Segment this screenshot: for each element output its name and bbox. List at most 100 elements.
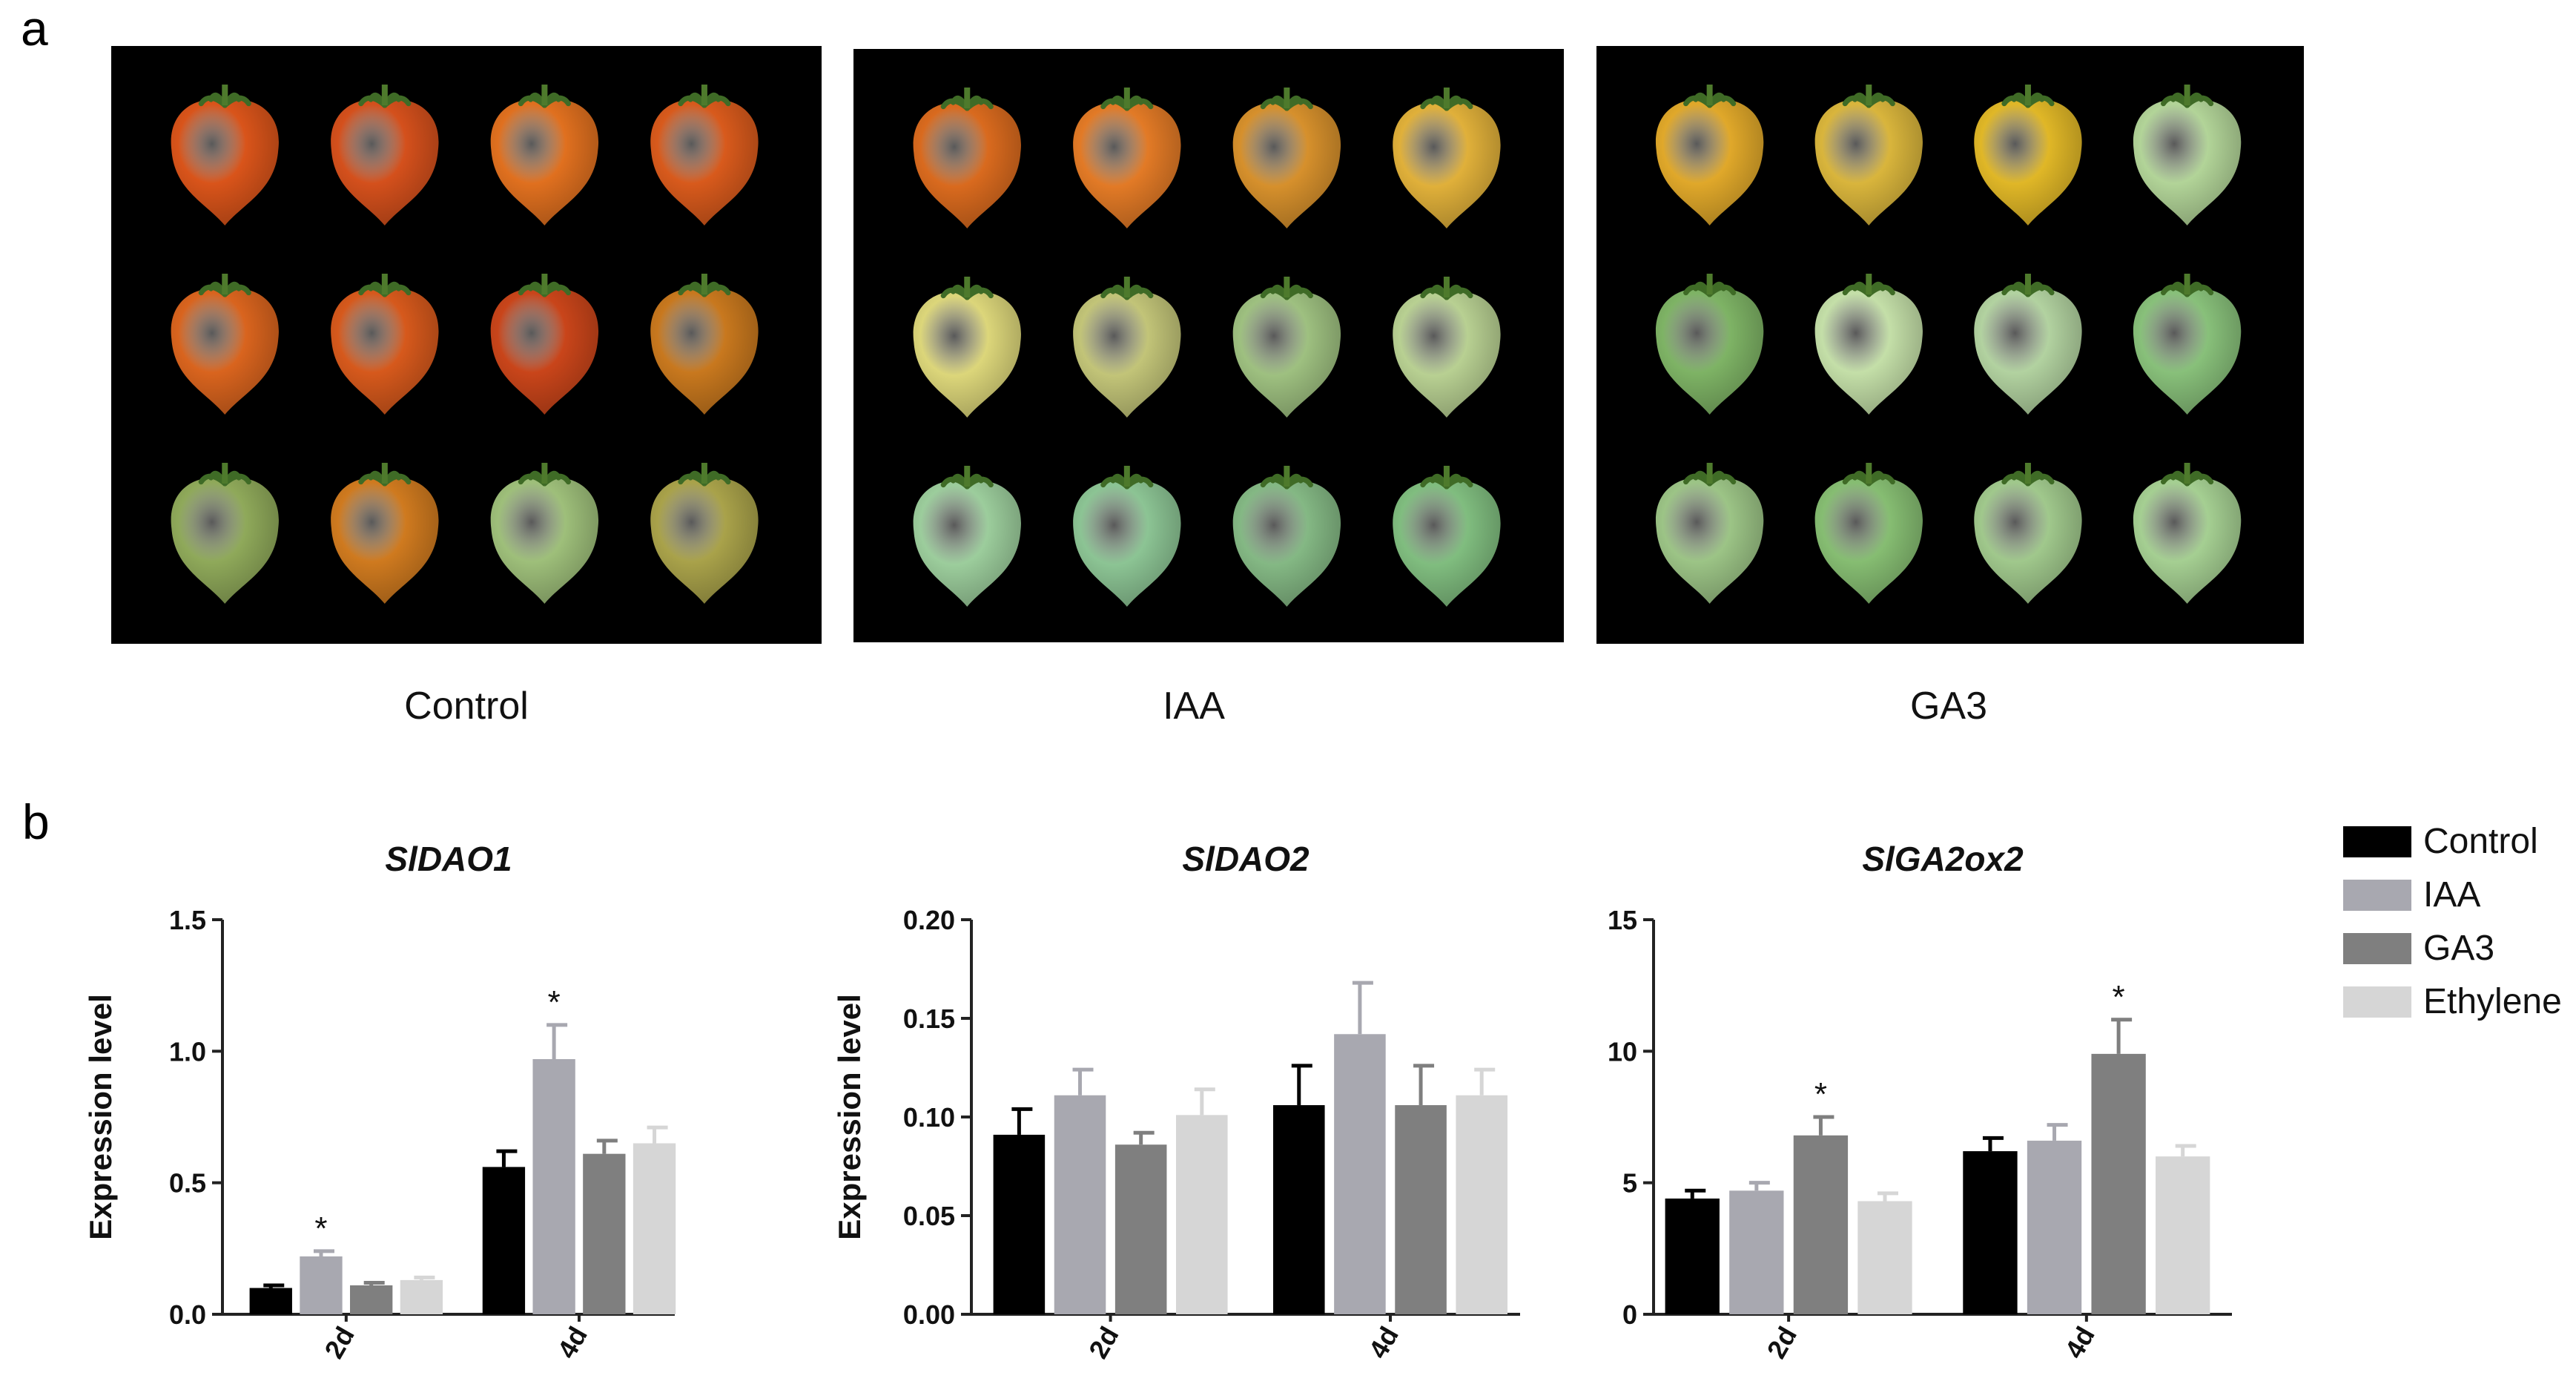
x-tick-label: 4d: [551, 1322, 593, 1364]
y-tick-label: 1.0: [169, 1036, 206, 1067]
tomato-fruit: [1655, 274, 1764, 415]
bar-control-4d: [1273, 1105, 1325, 1314]
tomato-fruit: [1232, 466, 1341, 607]
legend-swatch-ethylene: [2343, 986, 2411, 1018]
tomato-fruit: [171, 85, 279, 225]
chart-sldao2: SlDAO2 0.00 0.05 0.10 0.15 0.20 Expression lev…: [832, 840, 1520, 1364]
bar-ga3-2d: [350, 1285, 393, 1314]
tomato-fruit: [1073, 88, 1181, 228]
tomato-fruit: [2133, 85, 2242, 225]
y-tick-label: 1.5: [169, 905, 206, 935]
significance-mark: *: [1814, 1076, 1827, 1113]
bar-control-4d: [482, 1167, 526, 1314]
legend-label-ga3: GA3: [2423, 929, 2495, 968]
tomato-fruit: [490, 463, 599, 604]
legend-swatch-iaa: [2343, 880, 2411, 911]
bar-ga3-2d: [1114, 1144, 1167, 1314]
photo-label-ga3: GA3: [1909, 685, 1988, 728]
y-tick-label: 0.15: [903, 1004, 955, 1034]
photo-ga3: [1596, 46, 2304, 644]
photo-iaa: [853, 49, 1564, 642]
legend-swatch-ga3: [2343, 933, 2411, 964]
bar-iaa-4d: [1334, 1034, 1386, 1314]
legend-label-iaa: IAA: [2423, 875, 2481, 915]
y-tick-label: 5: [1622, 1168, 1637, 1199]
bar-ga3-4d: [583, 1153, 626, 1314]
significance-mark: *: [2113, 979, 2125, 1015]
tomato-fruit: [1393, 277, 1501, 418]
bar-control-2d: [993, 1134, 1046, 1314]
tomato-fruit: [650, 85, 759, 225]
tomato-fruit: [171, 463, 279, 604]
y-tick-label: 10: [1608, 1036, 1637, 1067]
panel-b-letter: b: [22, 794, 50, 849]
tomato-fruit: [1655, 463, 1764, 604]
legend-swatch-control: [2343, 826, 2411, 857]
photo-control-fruits: [171, 85, 759, 604]
tomato-fruit: [1073, 277, 1181, 418]
tomato-fruit: [1974, 85, 2082, 225]
bar-iaa-4d: [532, 1058, 575, 1314]
tomato-fruit: [331, 85, 439, 225]
tomato-fruit: [2133, 274, 2242, 415]
panel-a-letter: a: [21, 1, 48, 56]
tomato-fruit: [2133, 463, 2242, 604]
bar-control-2d: [1665, 1198, 1720, 1314]
tomato-fruit: [650, 463, 759, 604]
tomato-fruit: [1814, 274, 1923, 415]
y-tick-label: 0.5: [169, 1168, 206, 1199]
y-tick-label: 0.10: [903, 1102, 955, 1133]
chart-slga2ox2: SlGA2ox2051015Expression level*2d*4d: [1608, 840, 2232, 1364]
x-tick-label: 2d: [318, 1322, 360, 1364]
chart-sldao1: SlDAO1 0.0 0.5 1.0 1.5 Expression level * 2d * 4d: [83, 840, 676, 1364]
bar-ethylene-2d: [1857, 1201, 1912, 1314]
chart-title: SlDAO2: [1182, 840, 1310, 878]
y-tick-label: 0.05: [903, 1201, 955, 1231]
tomato-fruit: [490, 274, 599, 415]
x-tick-label: 4d: [2058, 1322, 2101, 1364]
tomato-fruit: [1974, 274, 2082, 415]
tomato-fruit: [1974, 463, 2082, 604]
bar-ethylene-2d: [400, 1279, 443, 1314]
legend-label-control: Control: [2423, 822, 2538, 861]
y-axis-label: Expression level: [83, 994, 118, 1240]
photo-label-control: Control: [404, 685, 529, 728]
legend-label-ethylene: Ethylene: [2423, 982, 2562, 1021]
significance-mark: *: [314, 1210, 327, 1247]
bar-control-4d: [1963, 1151, 2018, 1314]
chart-title: SlDAO1: [385, 840, 512, 878]
tomato-fruit: [1393, 88, 1501, 228]
bar-iaa-2d: [1054, 1095, 1106, 1314]
bar-ethylene-4d: [2156, 1156, 2210, 1314]
tomato-fruit: [1655, 85, 1764, 225]
bar-ethylene-4d: [1456, 1095, 1507, 1314]
photo-label-iaa: IAA: [1163, 685, 1225, 728]
tomato-fruit: [913, 466, 1021, 607]
y-axis-label: Expression level: [832, 994, 867, 1240]
tomato-fruit: [331, 274, 439, 415]
x-tick-label: 2d: [1083, 1322, 1125, 1364]
y-tick-label: 0.0: [169, 1299, 206, 1330]
y-tick-label: 15: [1608, 905, 1637, 935]
bar-control-2d: [249, 1288, 292, 1314]
tomato-fruit: [913, 88, 1021, 228]
y-tick-label: 0: [1622, 1299, 1637, 1330]
tomato-fruit: [1232, 88, 1341, 228]
tomato-fruit: [1814, 463, 1923, 604]
bar-ga3-4d: [2091, 1053, 2146, 1314]
chart-title: SlGA2ox2: [1862, 840, 2024, 878]
bar-ethylene-4d: [633, 1143, 676, 1314]
tomato-fruit: [490, 85, 599, 225]
tomato-fruit: [1073, 466, 1181, 607]
bar-ga3-2d: [1793, 1135, 1849, 1314]
tomato-fruit: [1232, 277, 1341, 418]
photo-iaa-fruits: [913, 88, 1501, 607]
tomato-fruit: [1393, 466, 1501, 607]
y-tick-label: 0.00: [903, 1299, 955, 1330]
bar-ga3-4d: [1395, 1105, 1447, 1314]
tomato-fruit: [1814, 85, 1923, 225]
photo-ga3-fruits: [1655, 85, 2242, 604]
y-tick-label: 0.20: [903, 905, 955, 935]
bar-iaa-4d: [2027, 1140, 2082, 1314]
photo-control: [111, 46, 822, 644]
